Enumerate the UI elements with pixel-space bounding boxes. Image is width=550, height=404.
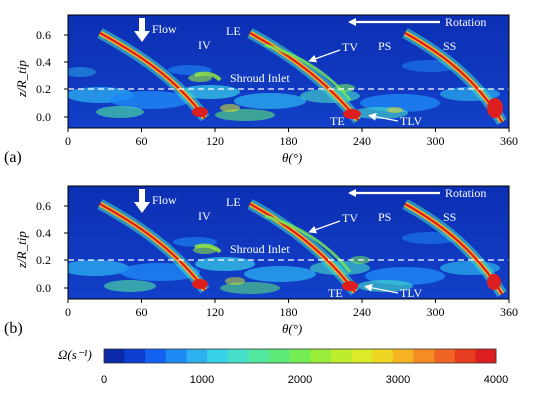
panel-a-y-tick: 0.2 [36,82,51,96]
panel-a-ss-label: SS [443,39,456,53]
panel-b-x-tick: 60 [136,305,148,319]
panel-a-tv-label: TV [342,40,358,54]
colorbar-ticks: 0 1000 2000 3000 4000 [101,374,508,386]
colorbar-label: Ω(s⁻¹) [58,347,92,362]
panel-b-x-tick: 180 [280,305,298,319]
colorbar-cell [186,349,208,363]
panel-a-x-tick: 180 [280,134,298,148]
panel-a-tlv-label: TLV [400,114,423,128]
panel-b-x-axis: 0 60 120 180 240 300 360 [65,299,518,319]
panel-a-x-tick: 60 [136,134,148,148]
colorbar-cell [165,349,187,363]
panel-a-blade-1 [97,28,222,122]
panel-a-y-tick: 0.4 [36,55,51,69]
colorbar-tick: 2000 [288,374,312,386]
panel-a-flow-arrow [134,18,150,42]
panel-b-blade-1 [97,199,222,294]
panel-b-y-tick: 0.6 [36,199,51,213]
panel-a-x-tick: 300 [427,134,445,148]
panel-a-y-axis: 0.6 0.4 0.2 0.0 [36,28,68,124]
panel-b-tv-label: TV [342,211,358,225]
panel-b-x-tick: 240 [353,305,371,319]
colorbar-cell [269,349,291,363]
colorbar-tick: 0 [101,374,107,386]
panel-b-x-axis-label: θ(°) [282,321,302,336]
colorbar-tick: 3000 [386,374,410,386]
colorbar-cell [434,349,456,363]
panel-b-rotation-label: Rotation [445,186,486,200]
colorbar-cell [454,349,476,363]
colorbar-cell [372,349,394,363]
colorbar-tick: 4000 [484,374,508,386]
panel-a-ps-label: PS [378,39,391,53]
colorbar-cell [248,349,270,363]
panel-b-iv-label: IV [198,209,211,223]
panel-a-shroud-inlet-label: Shroud Inlet [230,71,290,85]
colorbar-cell [392,349,414,363]
panel-b-y-tick: 0.0 [36,281,51,295]
panel-b-x-tick: 120 [206,305,224,319]
panel-b-shroud-inlet-label: Shroud Inlet [230,242,290,256]
panel-b-ss-label: SS [443,210,456,224]
panel-b-x-tick: 300 [427,305,445,319]
panel-a-flow-label: Flow [152,22,177,36]
colorbar: Ω(s⁻¹) 0 1000 2000 3000 4000 [58,347,508,386]
colorbar-cell [289,349,311,363]
panel-a-rotation-label: Rotation [445,15,486,29]
colorbar-cell [351,349,373,363]
colorbar-cell [475,349,497,363]
colorbar-tick: 1000 [190,374,214,386]
panel-b-flow-arrow [134,189,150,213]
panel-b-y-tick: 0.2 [36,253,51,267]
colorbar-cells [104,349,497,363]
panel-a-x-tick: 120 [206,134,224,148]
panel-b-y-axis: 0.6 0.4 0.2 0.0 [36,199,68,295]
panel-a-label: (a) [4,149,22,166]
panel-b-tlv-label: TLV [400,286,423,300]
panel-b-tlv-pointer [364,283,399,294]
panel-b-blade-3 [402,199,507,297]
panel-a-y-tick: 0.6 [36,28,51,42]
panel-b-flow-label: Flow [152,193,177,207]
panel-a-tv-pointer [308,49,341,63]
panel-b-x-tick: 0 [65,305,71,319]
panel-b: Flow Rotation IV LE TV PS SS Shroud Inle… [4,185,518,337]
panel-a-y-tick: 0.0 [36,110,51,124]
colorbar-cell [104,349,126,363]
panel-b-y-axis-label: z/R_tip [14,231,29,269]
panel-b-y-tick: 0.4 [36,226,51,240]
panel-a-x-tick: 0 [65,134,71,148]
panel-a-x-axis: 0 60 120 180 240 300 360 [65,128,518,148]
panel-a-blade-3 [402,28,507,125]
colorbar-cell [124,349,146,363]
panel-a-iv-label: IV [198,38,211,52]
panel-b-label: (b) [4,320,23,337]
panel-a-te-label: TE [330,114,345,128]
panel-b-field [68,199,507,297]
panel-b-ps-label: PS [378,210,391,224]
colorbar-cell [330,349,352,363]
panel-a-le-label: LE [226,24,241,38]
panel-a-x-tick: 360 [500,134,518,148]
panel-b-le-label: LE [226,195,241,209]
panel-a-y-axis-label: z/R_tip [14,60,29,98]
colorbar-frame [103,348,497,364]
panel-a-field [68,28,507,125]
colorbar-cell [207,349,229,363]
panel-a-x-tick: 240 [353,134,371,148]
panel-b-blade-2 [247,199,360,296]
panel-b-te-label: TE [328,286,343,300]
panel-b-x-tick: 360 [500,305,518,319]
panel-b-tv-pointer [308,220,341,234]
panel-a: Flow Rotation IV LE TV PS SS Shroud Inle… [4,14,518,166]
colorbar-cell [145,349,167,363]
colorbar-cell [310,349,332,363]
panel-a-tlv-pointer [368,112,399,122]
panel-a-blade-2 [247,28,363,124]
colorbar-cell [227,349,249,363]
panel-a-x-axis-label: θ(°) [282,150,302,165]
colorbar-cell [413,349,435,363]
